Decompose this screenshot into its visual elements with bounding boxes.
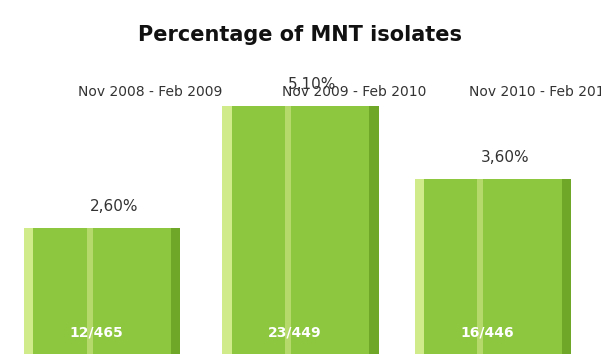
Bar	[561, 179, 571, 354]
Bar	[87, 228, 93, 354]
Bar	[24, 228, 180, 354]
Text: 3,60%: 3,60%	[481, 150, 529, 165]
Text: 2,60%: 2,60%	[90, 199, 138, 213]
Bar	[415, 179, 424, 354]
Text: 12/465: 12/465	[69, 326, 123, 340]
Bar	[222, 106, 232, 354]
Bar	[415, 179, 571, 354]
Text: Percentage of MNT isolates: Percentage of MNT isolates	[138, 25, 463, 45]
Bar	[24, 228, 34, 354]
Bar	[171, 228, 180, 354]
Text: 23/449: 23/449	[267, 326, 322, 340]
Text: 16/446: 16/446	[460, 326, 514, 340]
Text: Nov 2010 - Feb 2011: Nov 2010 - Feb 2011	[469, 85, 601, 99]
Bar	[285, 106, 291, 354]
Bar	[222, 106, 379, 354]
Text: Nov 2008 - Feb 2009: Nov 2008 - Feb 2009	[78, 85, 222, 99]
Bar	[477, 179, 483, 354]
Text: 5,10%: 5,10%	[288, 77, 337, 92]
Text: Nov 2009 - Feb 2010: Nov 2009 - Feb 2010	[282, 85, 427, 99]
Bar	[369, 106, 379, 354]
